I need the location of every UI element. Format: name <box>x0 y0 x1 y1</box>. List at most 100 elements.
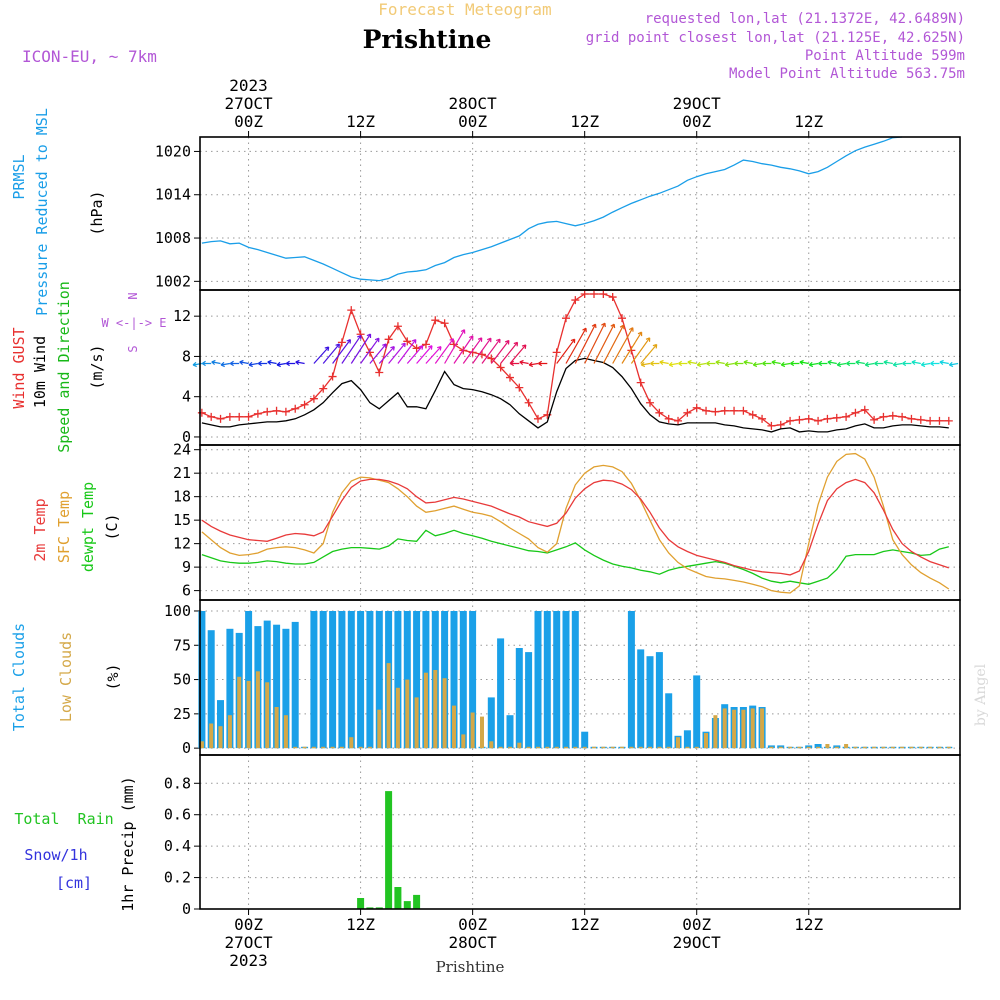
low-cloud-bar <box>900 746 905 749</box>
wind-direction-arrow <box>790 360 800 367</box>
gust-point <box>851 408 860 417</box>
gust-point <box>524 398 533 407</box>
compass-west-east: W <-|-> E <box>101 316 166 330</box>
low-cloud-bar <box>227 715 232 749</box>
wind-direction-arrow <box>360 337 380 364</box>
y-tick-label: 1014 <box>155 186 191 204</box>
gust-point <box>748 410 757 419</box>
wind-direction-arrow <box>500 341 519 364</box>
gust-point <box>823 414 832 423</box>
low-cloud-bar <box>816 746 821 749</box>
low-cloud-bar <box>209 723 214 749</box>
y-tick-label: 50 <box>173 671 191 689</box>
bottom-time-label: 27OCT <box>224 933 273 952</box>
gust-point <box>431 316 440 325</box>
gust-point <box>776 420 785 429</box>
wind-direction-arrow <box>397 339 417 364</box>
total-cloud-bar <box>366 611 374 749</box>
wind-direction-arrow <box>239 359 249 366</box>
total-cloud-bar <box>534 611 542 749</box>
wind-direction-arrow <box>220 361 230 368</box>
y-tick-label: 9 <box>182 558 191 576</box>
gust-point <box>618 314 627 323</box>
wind-direction-arrow <box>621 331 643 364</box>
gust-point <box>730 406 739 415</box>
low-cloud-bar <box>199 741 204 749</box>
wind-direction-arrow <box>434 338 454 364</box>
wind-direction-arrow <box>248 361 258 368</box>
low-cloud-bar <box>526 746 531 749</box>
low-cloud-bar <box>741 709 746 749</box>
wind-direction-arrow <box>584 322 606 364</box>
gust-point <box>795 415 804 424</box>
y-tick-label: 0.2 <box>164 869 191 887</box>
bottom-time-label: 29OCT <box>673 933 722 952</box>
low-cloud-bar <box>218 726 223 749</box>
gust-point <box>814 416 823 425</box>
wind-direction-arrow <box>201 360 212 367</box>
wind-direction-arrow <box>630 337 651 364</box>
gust-point <box>403 337 412 346</box>
total-cloud-bar <box>282 628 290 749</box>
wind-direction-arrow <box>332 339 351 364</box>
wind-direction-arrow <box>444 329 466 364</box>
wind-direction-arrow <box>687 359 697 366</box>
low-cloud-bar <box>489 741 494 749</box>
wind-direction-arrow <box>799 359 809 366</box>
total-cloud-bar <box>329 611 337 749</box>
gust-point <box>207 412 216 421</box>
top-time-label: 12Z <box>346 112 375 131</box>
low-cloud-bar <box>461 734 466 749</box>
low-cloud-bar <box>367 746 372 749</box>
wind10m-series <box>201 357 949 433</box>
total-cloud-bar <box>665 693 673 749</box>
low-cloud-bar <box>302 746 307 749</box>
low-cloud-bar <box>648 746 652 749</box>
wind-direction-arrow <box>490 339 510 364</box>
wind-direction-arrow <box>519 359 529 366</box>
y-tick-label: 0 <box>182 428 191 446</box>
total-cloud-bar <box>338 611 346 749</box>
top-time-label: 27OCT <box>224 94 273 113</box>
low-cloud-bar <box>778 746 783 749</box>
wind-direction-arrow <box>267 359 277 366</box>
credit-watermark: by Angel <box>973 663 989 726</box>
low-cloud-bar <box>629 746 634 749</box>
total-cloud-bar <box>226 628 234 749</box>
wind-direction-arrow <box>313 346 330 364</box>
wind-direction-arrow <box>593 323 616 364</box>
wind-direction-arrow <box>930 360 940 367</box>
gust-point <box>393 322 402 331</box>
gust-point <box>580 290 589 299</box>
wind-direction-arrow <box>818 360 828 367</box>
y-tick-label: 18 <box>173 488 191 506</box>
total-cloud-bar <box>497 638 505 749</box>
wind-direction-arrow <box>752 361 763 368</box>
low-cloud-bar <box>862 746 867 749</box>
low-cloud-bar <box>433 670 438 749</box>
y-tick-label: 24 <box>173 441 191 459</box>
rain-bar <box>357 898 365 909</box>
total-cloud-bar <box>291 621 299 749</box>
point-altitude: Point Altitude 599m <box>805 48 965 64</box>
temp2m-series <box>201 478 950 576</box>
low-cloud-bar <box>844 744 849 749</box>
low-cloud-bar <box>517 742 522 749</box>
wind-direction-arrow <box>295 359 305 366</box>
wind-direction-arrow <box>425 346 442 364</box>
dewpt-temp-label: dewpt Temp <box>79 482 97 572</box>
wind-direction-arrow <box>350 333 372 364</box>
wind-axis-titles: Wind GUST 10m Wind Speed and Direction (… <box>10 281 167 453</box>
gust-point <box>907 414 916 423</box>
top-time-label: 00Z <box>234 112 263 131</box>
wind-direction-arrow <box>808 361 819 368</box>
wind-direction-arrow <box>229 360 240 367</box>
y-tick-label: 8 <box>182 347 191 365</box>
low-cloud-bar <box>946 746 951 749</box>
total-rain-label: Total Rain <box>14 810 113 828</box>
gust-point <box>440 319 449 328</box>
low-cloud-bar <box>311 746 316 749</box>
y-tick-label: 75 <box>173 636 191 654</box>
wind-direction-arrow <box>481 338 501 364</box>
wind-direction-arrow <box>565 327 587 364</box>
